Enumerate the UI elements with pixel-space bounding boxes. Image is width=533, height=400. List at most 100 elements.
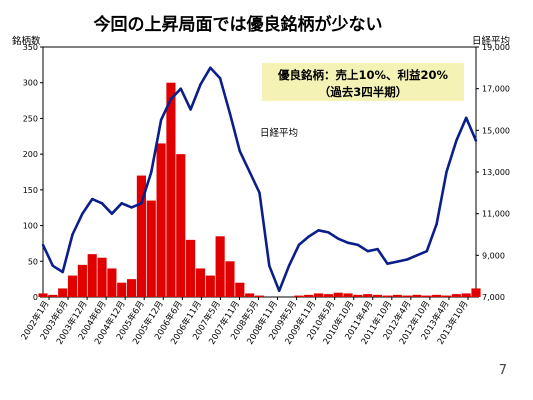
nikkei-point [258,191,261,195]
stock-count-bar [451,294,461,297]
stock-count-bar [343,293,353,297]
stock-count-bar [58,288,68,297]
right-tick-label: 9,000 [482,251,505,260]
left-tick-label: 100 [23,222,38,231]
stock-count-bar [412,294,422,297]
stock-count-bar [441,295,452,297]
stock-count-bar [205,275,215,297]
stock-count-bar [176,154,186,297]
stock-count-bar [235,282,245,297]
nikkei-point [396,260,399,263]
right-axis-label: 日経平均 [472,35,510,47]
annotation-background [262,63,464,101]
stock-count-bar [215,236,225,297]
chart-title: 今回の上昇局面では優良銘柄が少ない [94,14,383,35]
stock-count-bar [461,293,471,297]
nikkei-point [179,87,182,90]
nikkei-point [51,264,55,267]
stock-count-bar [136,175,146,297]
nikkei-point [415,254,419,257]
nikkei-point [81,212,84,215]
nikkei-point [455,139,458,142]
nikkei-point [110,212,114,215]
nikkei-point [376,247,379,251]
left-tick-label: 350 [23,43,38,52]
left-tick-label: 200 [23,150,38,159]
nikkei-point [337,237,340,240]
stock-count-bar [304,294,314,297]
nikkei-point [71,233,74,236]
left-axis-label: 銘柄数 [12,35,41,47]
right-tick-label: 11,000 [482,210,510,219]
stock-count-bar [373,294,383,297]
nikkei-point [464,116,468,120]
nikkei-point [317,229,320,232]
annotation-line-1: 優良銘柄：売上10%、利益20% [277,68,449,82]
stock-count-bar [186,239,196,297]
nikkei-point [130,206,133,209]
right-tick-label: 19,000 [482,43,510,52]
nikkei-point [287,264,291,267]
stock-count-bar [313,293,324,297]
nikkei-point [189,108,192,111]
stock-count-bar [67,275,78,297]
right-tick-label: 15,000 [482,126,510,135]
nikkei-point [425,249,428,253]
annotation-line-2: （過去3四半期） [319,85,408,99]
stock-count-bar [294,295,304,297]
stock-count-bar [156,143,166,297]
nikkei-point [120,202,123,205]
page-number: 7 [498,363,507,378]
stock-count-bar [363,294,373,297]
stock-count-bar [333,292,343,297]
nikkei-point [91,197,94,201]
stock-count-bar [107,268,117,297]
right-tick-label: 17,000 [482,85,510,94]
stock-count-bar [195,268,206,297]
stock-count-bar [422,295,432,297]
stock-count-bar [432,294,442,297]
right-tick-label: 7,000 [482,293,505,302]
stock-count-bar [38,293,48,297]
nikkei-point [297,243,301,247]
left-tick-label: 50 [28,257,38,266]
stock-count-bar [471,288,481,297]
nikkei-point [61,270,64,274]
right-tick-label: 13,000 [482,168,510,177]
nikkei-point [366,249,369,253]
stock-count-bar [126,279,137,297]
stock-count-bar [402,295,412,297]
nikkei-point [41,243,45,247]
nikkei-point [150,170,153,174]
stock-count-bar [117,282,127,297]
nikkei-point [268,264,271,267]
nikkei-point [405,258,409,261]
nikkei-point [474,139,478,142]
nikkei-point [199,83,202,86]
nikkei-point [435,222,438,226]
stock-count-bar [166,82,176,297]
stock-count-bar [382,295,393,297]
stock-count-bar [225,261,235,297]
annotation-box: 優良銘柄：売上10%、利益20% （過去3四半期） [262,63,464,101]
nikkei-point [140,202,143,205]
nikkei-point [346,241,350,245]
stock-count-bar [146,200,156,297]
nikkei-point [209,66,212,70]
nikkei-point [356,243,360,247]
nikkei-point [159,118,163,122]
nikkei-point [307,235,310,238]
nikkei-line [41,66,478,293]
stock-count-bar [97,257,107,297]
stock-count-bar [48,294,58,297]
stock-count-bar [254,295,265,297]
stock-count-bar [353,294,363,297]
nikkei-point [327,231,330,234]
nikkei-line-label: 日経平均 [260,127,298,139]
left-tick-label: 250 [23,114,38,123]
stock-count-bar [392,294,402,297]
left-tick-label: 300 [23,79,38,88]
left-tick-label: 150 [23,186,38,195]
